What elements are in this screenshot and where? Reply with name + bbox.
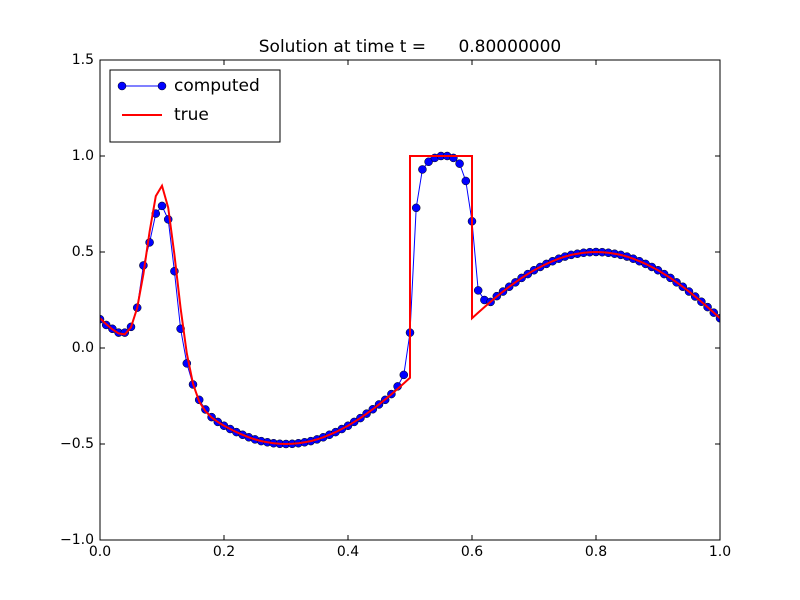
point xyxy=(473,286,483,295)
x-tick-label: 0.8 xyxy=(585,544,607,560)
legend-marker xyxy=(157,81,167,91)
legend-marker xyxy=(117,81,127,91)
x-tick-label: 0.0 xyxy=(89,544,111,560)
point xyxy=(418,165,427,174)
axes-frame xyxy=(99,59,721,541)
legend-label: true xyxy=(174,105,209,125)
point xyxy=(157,201,167,211)
legend-label: computed xyxy=(174,76,260,96)
y-tick-label: 1.5 xyxy=(72,52,94,68)
point xyxy=(455,159,464,168)
x-tick-label: 1.0 xyxy=(709,544,731,560)
point xyxy=(461,176,471,186)
y-tick-label: 0.0 xyxy=(72,340,94,356)
x-tick-label: 0.2 xyxy=(213,544,235,560)
y-tick-label: 0.5 xyxy=(72,244,94,260)
y-tick-label: −1.0 xyxy=(60,532,94,548)
point xyxy=(411,203,421,213)
y-tick-label: 1.0 xyxy=(72,148,94,164)
series-line xyxy=(100,155,720,446)
chart-title: Solution at time t = 0.80000000 xyxy=(259,37,561,57)
point xyxy=(399,370,409,380)
y-tick-label: −0.5 xyxy=(60,436,94,452)
x-tick-label: 0.4 xyxy=(337,544,359,560)
point xyxy=(424,157,433,167)
x-tick-label: 0.6 xyxy=(461,544,483,560)
legend-box xyxy=(109,69,281,143)
